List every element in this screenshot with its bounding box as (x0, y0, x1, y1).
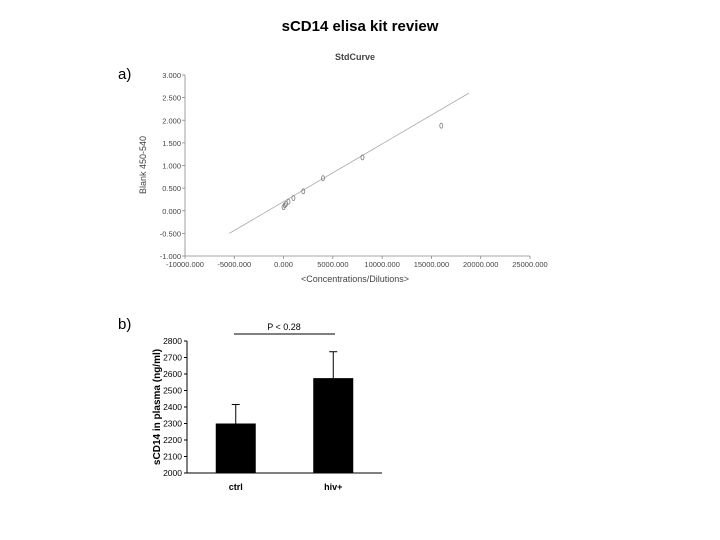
x-tick-label: -10000.000 (166, 260, 204, 269)
p-value-annotation: P < 0.28 (267, 322, 301, 332)
bar (313, 378, 354, 473)
x-tick-label: 0.000 (274, 260, 293, 269)
x-tick-label: 10000.000 (364, 260, 399, 269)
category-label: ctrl (229, 482, 243, 492)
y-tick-label: 2600 (163, 369, 182, 379)
x-tick-label: 15000.000 (414, 260, 449, 269)
x-tick-label: -5000.000 (217, 260, 251, 269)
bar (215, 423, 256, 473)
category-label: hiv+ (324, 482, 342, 492)
x-tick-label: 5000.000 (317, 260, 348, 269)
std-curve-y-axis-label: Blank 450-540 (138, 136, 148, 194)
x-tick-label: 20000.000 (463, 260, 498, 269)
data-point (321, 175, 325, 182)
y-tick-label: 2500 (163, 386, 182, 396)
y-tick-label: 1.500 (162, 139, 181, 148)
y-tick-label: 2.500 (162, 94, 181, 103)
std-curve-title: StdCurve (335, 52, 375, 62)
x-tick-label: 25000.000 (512, 260, 547, 269)
y-tick-label: -0.500 (160, 229, 181, 238)
data-point (360, 154, 365, 161)
std-curve-x-axis-label: <Concentrations/Dilutions> (301, 274, 409, 284)
data-point (439, 122, 444, 129)
y-tick-label: 2300 (163, 419, 182, 429)
y-tick-label: 1.000 (162, 162, 181, 171)
panel-a-label: a) (118, 66, 132, 83)
y-tick-label: 0.500 (162, 184, 181, 193)
y-tick-label: 2700 (163, 353, 182, 363)
y-tick-label: 2400 (163, 402, 182, 412)
slide-title: sCD14 elisa kit review (281, 18, 439, 35)
y-tick-label: 0.000 (162, 207, 181, 216)
data-point (301, 188, 306, 195)
y-tick-label: 3.000 (162, 71, 181, 80)
data-point (291, 195, 296, 201)
y-tick-label: 2800 (163, 336, 182, 346)
data-point (286, 198, 291, 205)
bar-chart-y-axis-label: sCD14 in plasma (ng/ml) (152, 349, 163, 465)
y-tick-label: 2200 (163, 435, 182, 445)
y-tick-label: 2100 (163, 452, 182, 462)
panel-b-label: b) (118, 316, 132, 333)
fit-line (229, 92, 470, 234)
y-tick-label: 2.000 (162, 116, 181, 125)
y-tick-label: 2000 (163, 468, 182, 478)
y-tick-label: -1.000 (160, 252, 181, 261)
